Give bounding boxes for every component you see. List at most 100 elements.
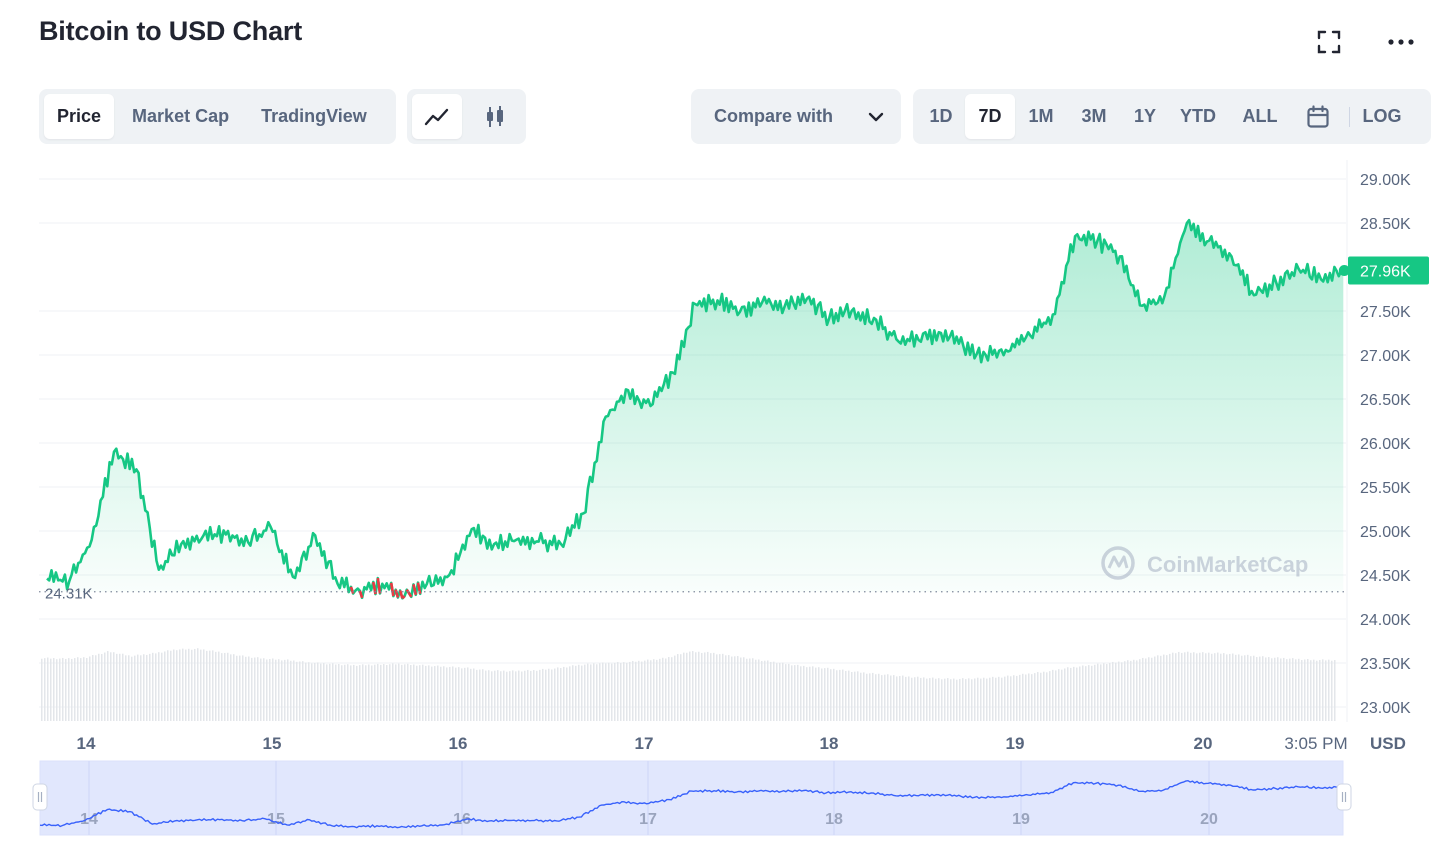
y-tick-label: 27.50K: [1360, 304, 1411, 321]
volume-bar: [641, 661, 643, 721]
volume-bar: [1253, 655, 1255, 721]
volume-bar: [971, 679, 973, 721]
range-7d[interactable]: 7D: [965, 94, 1015, 139]
range-1y[interactable]: 1Y: [1133, 106, 1157, 126]
calendar-button[interactable]: [1293, 94, 1343, 139]
volume-bar: [650, 660, 652, 721]
volume-bar: [371, 665, 373, 721]
volume-bar: [428, 665, 430, 721]
range-1d[interactable]: 1D: [929, 106, 953, 126]
volume-bar: [662, 657, 664, 721]
volume-bar: [1016, 675, 1018, 721]
volume-bar: [296, 661, 298, 721]
volume-bar: [182, 648, 184, 721]
y-tick-label: 27.00K: [1360, 348, 1411, 365]
volume-bar: [1265, 657, 1267, 721]
volume-bar: [593, 663, 595, 721]
volume-bar: [818, 667, 820, 721]
price-line-below-start: [405, 589, 411, 594]
volume-bar: [431, 666, 433, 721]
volume-bar: [950, 679, 952, 721]
price-line: [46, 218, 1344, 600]
chevron-down-icon: [868, 112, 884, 121]
range-ytd[interactable]: YTD: [1180, 106, 1216, 126]
volume-bar: [542, 668, 544, 721]
volume-bar: [1127, 660, 1129, 721]
volume-bar: [287, 659, 289, 721]
volume-bar: [857, 671, 859, 721]
volume-bar: [995, 677, 997, 721]
volume-bar: [107, 651, 109, 721]
volume-bar: [1136, 660, 1138, 721]
x-tick-label: 18: [820, 734, 839, 753]
volume-bar: [368, 664, 370, 721]
volume-bar: [41, 658, 43, 721]
volume-bar: [830, 669, 832, 721]
volume-bar: [236, 655, 238, 721]
tab-tradingview[interactable]: TradingView: [261, 106, 367, 126]
volume-bar: [1322, 659, 1324, 721]
volume-bar: [467, 667, 469, 721]
volume-bar: [665, 658, 667, 721]
volume-bar: [1043, 671, 1045, 721]
currency-label: USD: [1370, 734, 1406, 753]
navigator-label: 20: [1200, 811, 1218, 828]
volume-bar: [947, 678, 949, 721]
more-options-icon[interactable]: [1386, 28, 1416, 56]
volume-bar: [137, 654, 139, 721]
volume-bar: [920, 677, 922, 721]
candlestick-button[interactable]: [470, 94, 520, 139]
volume-bar: [572, 665, 574, 721]
volume-bar: [1034, 673, 1036, 721]
volume-bar: [848, 670, 850, 721]
volume-bar: [383, 664, 385, 721]
navigator-handle-right: [1336, 783, 1352, 811]
volume-bar: [416, 665, 418, 721]
volume-bar: [533, 670, 535, 721]
range-3m[interactable]: 3M: [1081, 106, 1107, 126]
navigator-label: 15: [267, 811, 285, 828]
volume-bar: [554, 668, 556, 721]
tab-price[interactable]: Price: [44, 94, 115, 139]
volume-bar: [398, 663, 400, 721]
volume-bar: [1316, 660, 1318, 721]
line-chart-button[interactable]: [412, 94, 462, 139]
volume-bar: [374, 664, 376, 721]
volume-bar: [728, 655, 730, 721]
range-all[interactable]: ALL: [1242, 106, 1278, 126]
volume-bar: [254, 657, 256, 721]
navigator-label: 17: [639, 811, 657, 828]
volume-bar: [605, 663, 607, 721]
volume-bar: [1010, 676, 1012, 721]
volume-bar: [482, 669, 484, 721]
volume-bar: [596, 664, 598, 721]
log-scale-button[interactable]: LOG: [1362, 106, 1402, 126]
volume-bar: [323, 663, 325, 721]
volume-bar: [44, 658, 46, 721]
volume-bar: [1061, 669, 1063, 721]
volume-bar: [785, 664, 787, 721]
range-1m[interactable]: 1M: [1028, 106, 1054, 126]
navigator-label: 18: [825, 811, 843, 828]
volume-bar: [1133, 659, 1135, 721]
volume-bar: [332, 663, 334, 721]
fullscreen-icon[interactable]: [1314, 28, 1344, 56]
volume-bar: [365, 665, 367, 721]
volume-bar: [1292, 658, 1294, 721]
volume-bar: [917, 676, 919, 721]
volume-bar: [362, 664, 364, 721]
volume-bar: [758, 659, 760, 721]
tab-market-cap[interactable]: Market Cap: [132, 106, 230, 126]
price-line-below-start: [358, 590, 364, 599]
price-line-below-start: [401, 595, 406, 600]
compare-with-dropdown[interactable]: Compare with: [691, 89, 901, 144]
volume-bar: [548, 668, 550, 721]
volume-bar: [314, 662, 316, 721]
volume-bar: [74, 658, 76, 721]
volume-bar: [644, 660, 646, 721]
volume-bar: [965, 679, 967, 721]
volume-bar: [320, 663, 322, 721]
volume-bar: [212, 650, 214, 721]
volume-bar: [767, 660, 769, 721]
volume-bar: [773, 661, 775, 721]
